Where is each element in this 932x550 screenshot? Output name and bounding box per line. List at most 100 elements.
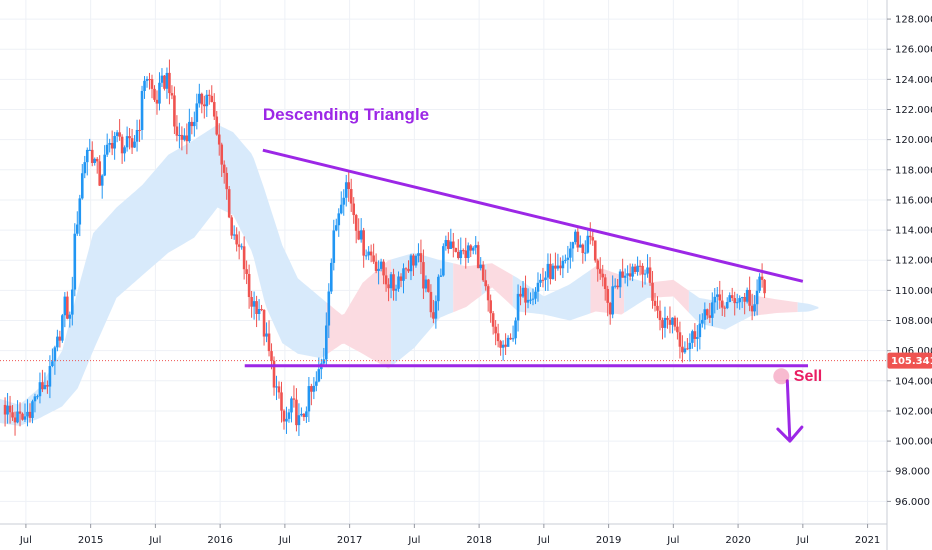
candle-up — [574, 231, 577, 243]
candle-down — [678, 332, 682, 347]
candle-down — [454, 247, 458, 252]
candle-up — [439, 275, 443, 277]
candle-down — [666, 317, 669, 320]
candle-up — [691, 331, 694, 343]
candle-up — [26, 411, 29, 417]
candle-down — [524, 287, 527, 303]
time-tick-label: 2016 — [207, 535, 232, 546]
time-tick-label: Jul — [537, 535, 550, 546]
price-tick-label: 102.000 — [895, 406, 932, 417]
resistance-trendline[interactable] — [262, 148, 804, 283]
candle-up — [569, 248, 572, 258]
candle-down — [641, 265, 644, 275]
candle-up — [566, 257, 570, 260]
candle-up — [43, 385, 47, 390]
candle-down — [616, 285, 619, 288]
time-axis[interactable]: Jul 2015 Jul 2016 Jul 2017 Jul 2018 Jul 2019 Jul 20… — [19, 524, 880, 546]
candle-down — [606, 289, 610, 303]
candle-up — [123, 147, 126, 154]
candle-up — [315, 381, 318, 386]
time-tick-label: Jul — [278, 535, 291, 546]
current-price-tag: 105.341 — [887, 352, 932, 369]
candle-down — [603, 277, 607, 290]
candle-down — [496, 333, 500, 342]
candle-up — [105, 144, 109, 155]
candle-up — [232, 234, 236, 236]
candle-down — [658, 310, 662, 321]
time-tick-label: 2018 — [466, 535, 491, 546]
sell-label: Sell — [794, 368, 822, 385]
price-axis[interactable]: 96.000 98.000 100.000 102.000 104.000 106.000… — [887, 15, 932, 508]
candle-up — [51, 361, 54, 367]
candle-down — [180, 134, 184, 140]
candle-up — [145, 79, 149, 81]
candle-up — [738, 298, 741, 303]
candle-up — [195, 103, 199, 122]
price-tick-label: 104.000 — [895, 376, 932, 387]
candle-up — [758, 276, 761, 291]
candle-up — [285, 418, 288, 422]
candle-down — [456, 251, 460, 259]
sell-arrow[interactable] — [776, 379, 804, 443]
candle-down — [280, 392, 283, 411]
candle-up — [583, 252, 587, 254]
candle-up — [526, 299, 530, 303]
candle-down — [593, 240, 597, 261]
candle-down — [130, 138, 134, 148]
candle-down — [404, 268, 408, 270]
candle-down — [668, 319, 672, 325]
candle-down — [621, 271, 624, 278]
candle-down — [362, 230, 365, 256]
candle-down — [173, 95, 176, 127]
price-tick-label: 112.000 — [895, 256, 932, 267]
candle-down — [384, 275, 388, 285]
candle-up — [529, 299, 532, 301]
candle-up — [579, 244, 582, 248]
candle-down — [596, 260, 600, 270]
candle-down — [760, 276, 764, 280]
candle-down — [153, 88, 156, 100]
candle-down — [509, 337, 512, 340]
candle-down — [601, 273, 605, 278]
candle-down — [591, 237, 595, 241]
candlestick-series — [3, 59, 766, 436]
candle-up — [61, 315, 64, 341]
candle-down — [374, 261, 378, 271]
candle-down — [422, 262, 425, 289]
candle-up — [165, 72, 169, 89]
candle-down — [656, 305, 659, 311]
candle-up — [80, 173, 84, 199]
candle-up — [33, 396, 37, 402]
candle-down — [748, 289, 751, 306]
candle-up — [506, 337, 510, 347]
candle-down — [262, 309, 266, 337]
candle-down — [292, 398, 296, 400]
current-price-tag-bg — [887, 352, 932, 369]
cloud-bear-segment — [486, 263, 513, 307]
candle-down — [706, 309, 709, 316]
candle-up — [133, 141, 136, 148]
candle-down — [676, 326, 679, 333]
candle-down — [432, 312, 435, 319]
candle-up — [85, 149, 89, 163]
candle-down — [222, 164, 226, 173]
candle-up — [663, 317, 667, 328]
candle-up — [198, 93, 201, 104]
candle-up — [135, 129, 139, 142]
candle-up — [322, 359, 326, 364]
price-tick-label: 124.000 — [895, 75, 932, 86]
candle-up — [710, 302, 714, 318]
candle-down — [267, 333, 271, 352]
candle-down — [310, 386, 313, 392]
candle-up — [539, 279, 542, 283]
candle-down — [237, 244, 241, 247]
candle-down — [212, 102, 216, 117]
cloud-bear-segment — [326, 259, 392, 369]
candle-down — [11, 412, 14, 418]
candle-down — [18, 411, 22, 414]
candle-down — [185, 135, 189, 142]
candle-up — [125, 136, 129, 148]
trendline-drawings[interactable]: Descending Triangle Sell — [244, 105, 823, 443]
candle-up — [113, 135, 116, 149]
